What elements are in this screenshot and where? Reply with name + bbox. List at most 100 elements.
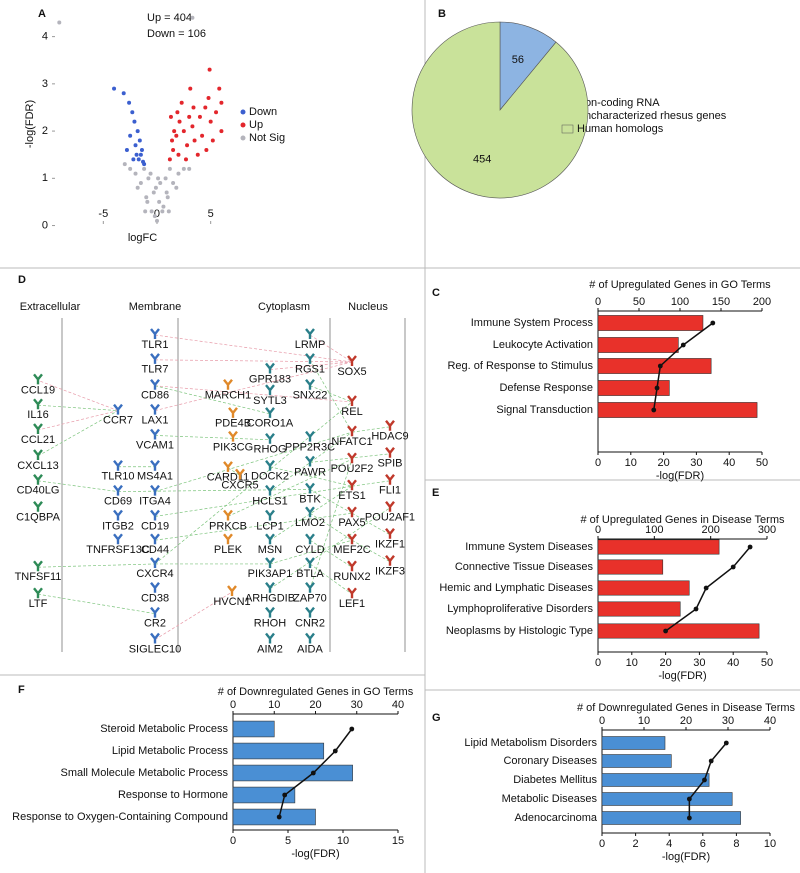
node-icon	[265, 362, 275, 374]
bar	[232, 808, 316, 826]
category-label: Steroid Metabolic Process	[100, 723, 228, 735]
node-label: HDAC9	[371, 431, 408, 443]
node-icon	[150, 484, 160, 496]
node-label: VCAM1	[136, 439, 174, 451]
data-point	[175, 110, 180, 115]
node-icon	[347, 425, 357, 437]
node-icon	[223, 461, 233, 472]
node-icon	[305, 632, 315, 644]
x-tick-label: 0	[154, 208, 160, 220]
panel-letter: F	[18, 684, 25, 696]
node-icon	[265, 632, 275, 644]
node-icon	[223, 379, 233, 390]
bottom-tick-label: 8	[733, 838, 739, 850]
bar	[597, 559, 664, 575]
edge	[227, 467, 241, 476]
bar	[597, 402, 758, 418]
edge	[154, 385, 353, 403]
node-icon	[347, 560, 357, 572]
category-label: Metabolic Diseases	[502, 793, 598, 805]
compartment-header: Cytoplasm	[258, 301, 310, 313]
edge	[351, 480, 391, 487]
top-tick-label: 10	[268, 699, 280, 711]
edge	[227, 458, 353, 517]
node-icon	[113, 509, 123, 521]
edge	[309, 334, 353, 363]
bottom-tick-label: 30	[690, 457, 702, 469]
category-label: Neoplasms by Histologic Type	[446, 625, 593, 637]
edge	[154, 512, 353, 541]
edge	[37, 480, 119, 492]
node-icon	[265, 557, 275, 568]
top-tick-label: 20	[680, 715, 692, 727]
x-axis-label: -log(FDR)	[658, 670, 706, 682]
node-icon	[305, 506, 315, 518]
category-label: Diabetes Mellitus	[513, 774, 597, 786]
annotation: Up = 404	[147, 12, 192, 24]
bottom-tick-label: 50	[761, 657, 773, 669]
node-icon	[150, 582, 160, 593]
bar	[597, 601, 681, 617]
bar	[232, 720, 275, 738]
bottom-tick-label: 20	[659, 657, 671, 669]
data-point	[176, 152, 181, 157]
node-label: AIDA	[297, 643, 323, 655]
category-label: Lipid Metabolic Process	[112, 745, 229, 757]
data-point	[185, 143, 190, 148]
node-label: PPP2R3C	[285, 442, 335, 454]
bottom-tick-label: 40	[723, 457, 735, 469]
data-point	[121, 91, 126, 96]
data-point	[197, 114, 202, 119]
node-icon	[305, 328, 315, 339]
node-icon	[347, 355, 357, 366]
y-tick-label: 4	[42, 31, 48, 43]
node-icon	[305, 557, 315, 568]
category-label: Reg. of Response to Stimulus	[447, 360, 593, 372]
data-point	[188, 86, 193, 91]
node-label: PLEK	[214, 544, 243, 556]
node-icon	[305, 430, 315, 442]
data-point	[174, 133, 179, 138]
line-point	[686, 815, 692, 821]
node-icon	[150, 403, 160, 415]
node-label: PIK3AP1	[248, 568, 293, 580]
bottom-tick-label: 0	[595, 457, 601, 469]
node-label: PDE4B	[215, 418, 251, 430]
data-point	[207, 67, 212, 72]
bar	[597, 315, 704, 331]
node-label: HCLS1	[252, 496, 287, 508]
data-point	[174, 185, 179, 190]
panel-letter: E	[432, 487, 439, 499]
line-point	[686, 796, 692, 802]
legend-label: Human homologs	[577, 123, 664, 135]
node-icon	[385, 501, 395, 512]
node-label: RHOH	[254, 618, 286, 630]
node-label: LRMP	[295, 339, 326, 351]
bar	[597, 358, 712, 374]
x-tick-label: 5	[208, 208, 214, 220]
node-icon	[265, 433, 275, 444]
line-point	[651, 407, 657, 413]
node-label: LEF1	[339, 598, 365, 610]
bottom-tick-label: 2	[633, 838, 639, 850]
data-point	[191, 105, 196, 110]
bar	[601, 754, 672, 768]
node-label: IL16	[27, 409, 48, 421]
edge	[154, 485, 353, 517]
node-icon	[33, 449, 43, 460]
legend-swatch	[561, 124, 574, 134]
data-point	[190, 15, 195, 20]
node-icon	[347, 395, 357, 406]
data-point	[206, 96, 211, 101]
node-label: FLI1	[379, 485, 401, 497]
data-point	[192, 138, 197, 143]
data-point	[151, 190, 156, 195]
data-point	[187, 166, 192, 171]
node-icon	[385, 474, 395, 485]
legend-swatch	[240, 135, 246, 141]
data-point	[171, 181, 176, 186]
node-label: C1QBPA	[16, 512, 60, 524]
bar	[601, 792, 733, 806]
data-point	[112, 86, 117, 91]
data-point	[164, 190, 169, 195]
